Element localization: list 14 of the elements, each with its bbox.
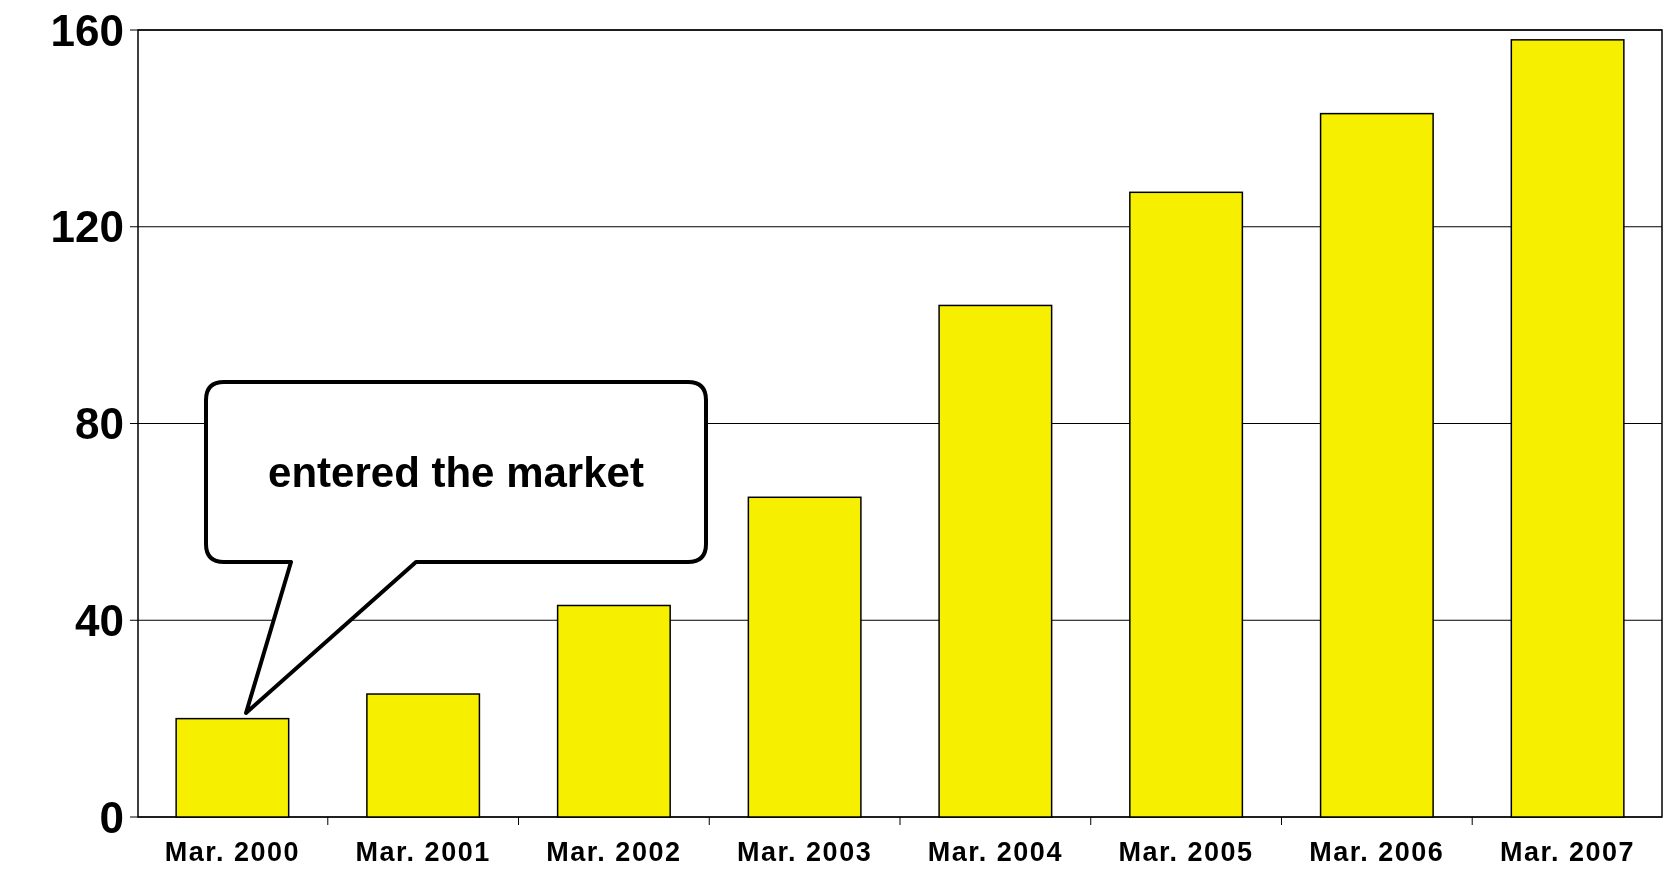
y-tick-label: 40: [75, 595, 124, 645]
x-tick-label: Mar. 2002: [546, 837, 682, 867]
x-tick-label: Mar. 2003: [737, 837, 873, 867]
annotation: entered the market: [268, 448, 644, 496]
y-tick-label: 80: [75, 399, 124, 448]
x-tick-label: Mar. 2004: [927, 837, 1063, 867]
x-tick-label: Mar. 2005: [1118, 837, 1254, 867]
x-tick-label: Mar. 2006: [1309, 837, 1445, 867]
y-tick-label: 120: [50, 202, 124, 252]
y-tick-label: 160: [50, 5, 124, 55]
x-tick-label: Mar. 2007: [1500, 837, 1636, 867]
x-tick-label: Mar. 2001: [355, 837, 491, 867]
x-tick-label: Mar. 2000: [164, 837, 300, 867]
y-tick-label: 0: [99, 792, 124, 842]
